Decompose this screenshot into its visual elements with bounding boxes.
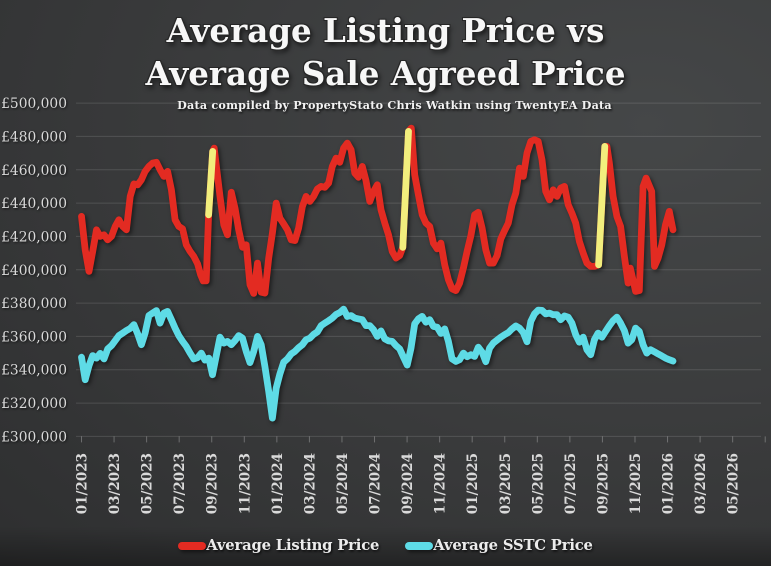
x-axis-label: 05/2026 [726,453,742,514]
y-axis-label: £320,000 [1,396,67,412]
x-axis-label: 05/2023 [140,453,156,514]
y-axis-label: £500,000 [1,96,67,112]
legend-swatch-listing-price [178,541,207,550]
x-axis-label: 05/2025 [530,453,546,514]
highlight-segment [205,147,217,219]
y-axis-label: £400,000 [1,263,67,279]
y-axis-label: £360,000 [1,329,67,345]
y-axis-label: £480,000 [1,129,67,145]
x-axis-label: 07/2024 [368,453,384,514]
x-axis-label: 09/2023 [205,453,221,514]
chart-legend: Average Listing Price Average SSTC Price [0,537,771,554]
x-axis-label: 09/2024 [400,453,416,514]
x-axis-label: 05/2024 [335,453,351,514]
x-axis-label: 11/2025 [628,453,644,514]
series-line-listing-price [78,124,677,297]
x-axis-label: 07/2023 [172,453,188,514]
legend-item-listing-price: Average Listing Price [178,537,379,554]
y-axis-label: £340,000 [1,363,67,379]
x-axis-label: 09/2025 [595,453,611,514]
x-axis-label: 07/2025 [563,453,579,514]
chart-title-line2: Average Sale Agreed Price [145,54,626,93]
chart-subtitle: Data compiled by PropertyStato Chris Wat… [177,98,612,112]
x-axis-label: 03/2024 [302,453,318,514]
x-axis-label: 01/2024 [270,453,286,514]
x-axis-label: 11/2024 [433,453,449,514]
highlight-segment [399,127,412,251]
y-axis-label: £380,000 [1,296,67,312]
x-axis-label: 03/2023 [107,453,123,514]
legend-label-sstc-price: Average SSTC Price [433,537,593,554]
y-axis-label: £420,000 [1,229,67,245]
x-axis-label: 03/2025 [498,453,514,514]
x-axis-label: 01/2025 [465,453,481,514]
legend-label-listing-price: Average Listing Price [206,537,380,554]
x-axis-label: 03/2026 [693,453,709,514]
x-axis-label: 11/2023 [237,453,253,514]
y-axis-label: £300,000 [1,429,67,445]
x-axis-label: 01/2026 [661,453,677,514]
chart-title: Average Listing Price vs Average Sale Ag… [0,9,771,95]
highlight-segment [595,142,609,269]
chart-title-line1: Average Listing Price vs [166,11,605,50]
series-line-sstc-price [78,305,677,422]
y-axis-label: £440,000 [1,196,67,212]
legend-swatch-sstc-price [405,541,434,550]
y-axis-label: £460,000 [1,163,67,179]
x-axis-label: 01/2023 [75,453,91,514]
legend-item-sstc-price: Average SSTC Price [405,537,593,554]
